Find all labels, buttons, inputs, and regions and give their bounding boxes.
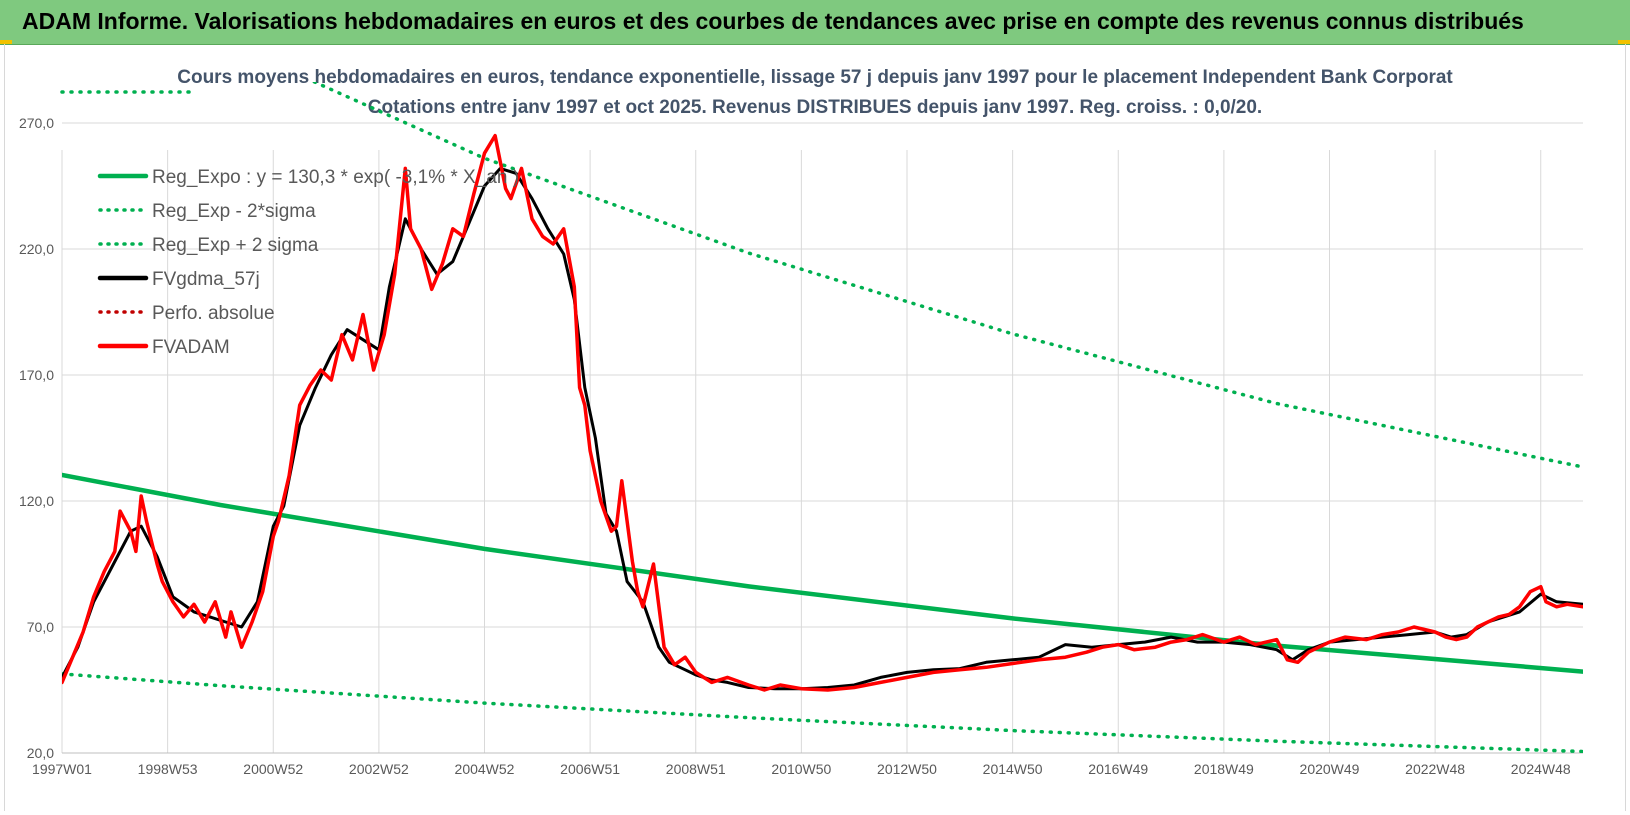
x-tick-label: 2014W50 <box>983 761 1043 777</box>
series-fvadam <box>62 133 1583 692</box>
series-reg-minus-2sigma <box>62 672 1583 753</box>
legend-label: Reg_Expo : y = 130,3 * exp( -3,1% * X_an… <box>152 167 519 188</box>
x-tick-label: 1997W01 <box>32 761 92 777</box>
corner-marker-right <box>1618 40 1630 44</box>
legend-label: FVADAM <box>152 337 230 358</box>
x-tick-label: 2010W50 <box>771 761 831 777</box>
x-tick-label: 2008W51 <box>666 761 726 777</box>
legend-label: Reg_Exp + 2 sigma <box>152 235 319 256</box>
x-tick-label: 2002W52 <box>349 761 409 777</box>
y-tick-label: 70,0 <box>27 619 54 635</box>
legend-label: Perfo. absolue <box>152 303 275 324</box>
x-tick-label: 2018W49 <box>1194 761 1254 777</box>
report-banner: ADAM Informe. Valorisations hebdomadaire… <box>0 0 1630 45</box>
x-tick-label: 2022W48 <box>1405 761 1465 777</box>
x-tick-label: 2016W49 <box>1088 761 1148 777</box>
x-tick-label: 2000W52 <box>243 761 303 777</box>
series-reg-expo <box>62 472 1583 674</box>
x-tick-label: 1998W53 <box>138 761 198 777</box>
legend-label: Reg_Exp - 2*sigma <box>152 201 316 222</box>
x-tick-label: 2012W50 <box>877 761 937 777</box>
chart-title: Cours moyens hebdomadaires en euros, ten… <box>177 67 1453 88</box>
y-tick-label: 220,0 <box>19 241 54 257</box>
chart-panel <box>4 44 1626 811</box>
report-title: ADAM Informe. Valorisations hebdomadaire… <box>22 8 1524 34</box>
x-tick-label: 2024W48 <box>1511 761 1571 777</box>
y-tick-label: 270,0 <box>19 115 54 131</box>
y-tick-label: 170,0 <box>19 367 54 383</box>
y-tick-label: 20,0 <box>27 745 54 761</box>
chart-subtitle: Cotations entre janv 1997 et oct 2025. R… <box>367 97 1263 118</box>
x-tick-label: 2020W49 <box>1300 761 1360 777</box>
x-tick-label: 2004W52 <box>455 761 515 777</box>
series-reg-plus-2sigma <box>310 82 1583 469</box>
corner-marker-left <box>0 40 12 44</box>
x-tick-label: 2006W51 <box>560 761 620 777</box>
y-tick-label: 120,0 <box>19 493 54 509</box>
legend-label: FVgdma_57j <box>152 269 260 290</box>
